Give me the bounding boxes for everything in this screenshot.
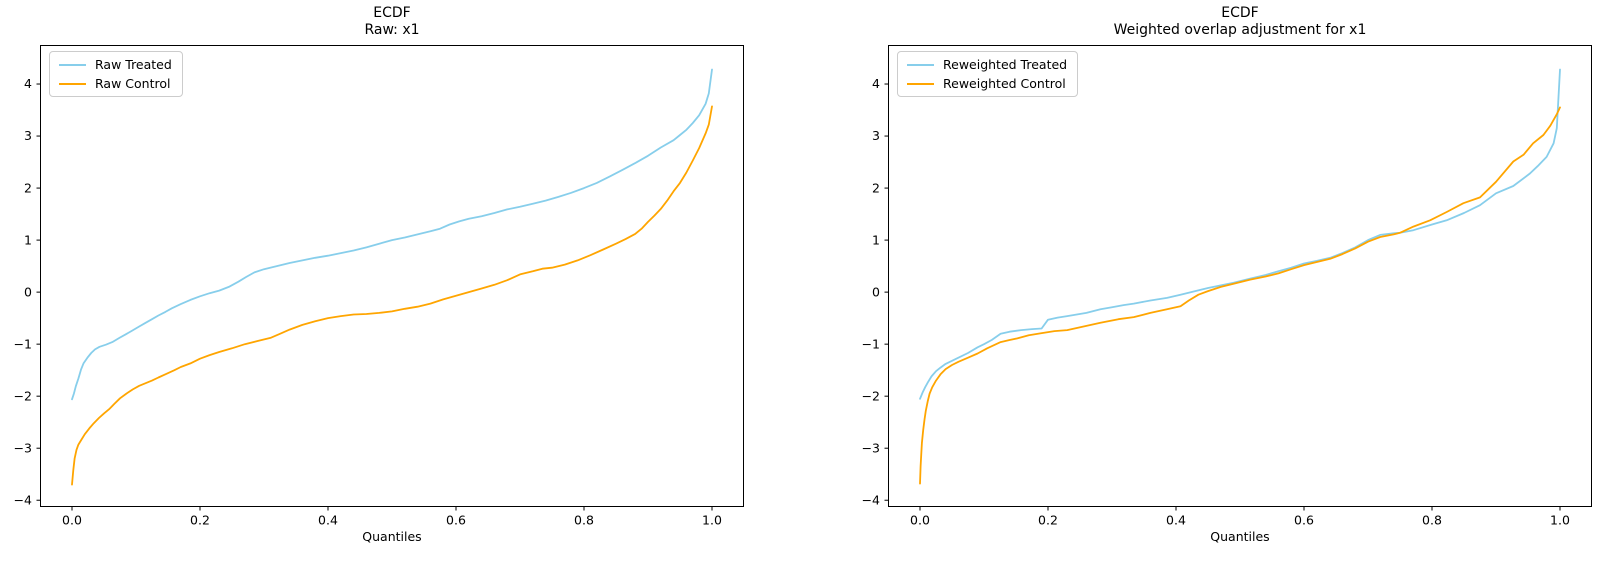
legend-label: Reweighted Treated bbox=[943, 57, 1068, 72]
x-tick-label: 1.0 bbox=[702, 513, 722, 528]
legend: Reweighted Treated Reweighted Control bbox=[897, 51, 1079, 97]
chart-title: ECDF Raw: x1 bbox=[40, 5, 744, 39]
legend-item: Reweighted Control bbox=[907, 77, 1067, 90]
x-tick-label: 0.4 bbox=[1166, 513, 1186, 528]
series-line-raw-treated bbox=[71, 68, 713, 401]
y-tick-label: 0 bbox=[872, 284, 880, 299]
series-line-raw-control bbox=[71, 105, 713, 486]
y-tick-label: 4 bbox=[872, 76, 880, 91]
x-tick-label: 0.6 bbox=[446, 513, 466, 528]
legend-label: Raw Control bbox=[95, 76, 171, 91]
legend-line-swatch bbox=[59, 63, 86, 66]
x-tick-label: 0.2 bbox=[1038, 513, 1058, 528]
x-axis-label: Quantiles bbox=[362, 529, 422, 544]
axes-border bbox=[40, 45, 744, 507]
ecdf-raw-plot-svg: 4 3 2 1 0 −1 −2 −3 −4 0.0 0.2 0.4 0.6 0.8 1.0 bbox=[14, 45, 744, 528]
legend-item: Raw Treated bbox=[59, 58, 172, 71]
legend-line-swatch bbox=[59, 82, 86, 85]
y-tick-label: −3 bbox=[14, 440, 32, 455]
y-tick-label: −4 bbox=[862, 492, 880, 507]
legend-item: Reweighted Treated bbox=[907, 58, 1067, 71]
ecdf-weighted-chart: 4 3 2 1 0 −1 −2 −3 −4 0.0 0.2 0.4 0.6 0.8 1.0 ECDF Wei… bbox=[848, 0, 1600, 563]
x-tick-label: 0.0 bbox=[910, 513, 930, 528]
x-tick-label: 0.2 bbox=[190, 513, 210, 528]
y-tick-label: 0 bbox=[24, 284, 32, 299]
x-axis-label: Quantiles bbox=[1210, 529, 1270, 544]
y-tick-label: −3 bbox=[862, 440, 880, 455]
y-tick-label: 2 bbox=[872, 180, 880, 195]
chart-title: ECDF Weighted overlap adjustment for x1 bbox=[888, 5, 1592, 39]
y-tick-label: −2 bbox=[862, 388, 880, 403]
y-tick-label: 4 bbox=[24, 76, 32, 91]
chart-title-line1: ECDF bbox=[1221, 5, 1259, 21]
x-tick-label: 0.8 bbox=[1422, 513, 1442, 528]
series-line-reweighted-control bbox=[919, 106, 1561, 485]
chart-title-line2: Raw: x1 bbox=[364, 22, 420, 38]
chart-title-line1: ECDF bbox=[373, 5, 411, 21]
x-tick-label: 0.0 bbox=[62, 513, 82, 528]
y-tick-label: 2 bbox=[24, 180, 32, 195]
y-tick-label: −2 bbox=[14, 388, 32, 403]
legend-label: Reweighted Control bbox=[943, 76, 1066, 91]
x-tick-label: 1.0 bbox=[1550, 513, 1570, 528]
legend-label: Raw Treated bbox=[95, 57, 172, 72]
axes-border bbox=[888, 45, 1592, 507]
y-tick-label: −1 bbox=[14, 336, 32, 351]
legend-line-swatch bbox=[907, 82, 934, 85]
y-tick-label: −1 bbox=[862, 336, 880, 351]
legend-line-swatch bbox=[907, 63, 934, 66]
chart-title-line2: Weighted overlap adjustment for x1 bbox=[1113, 22, 1367, 38]
x-tick-label: 0.8 bbox=[574, 513, 594, 528]
y-tick-label: 1 bbox=[24, 232, 32, 247]
x-tick-label: 0.6 bbox=[1294, 513, 1314, 528]
ecdf-raw-chart: 4 3 2 1 0 −1 −2 −3 −4 0.0 0.2 0.4 0.6 0.8 1.0 ECDF Raw… bbox=[0, 0, 752, 563]
ecdf-weighted-plot-svg: 4 3 2 1 0 −1 −2 −3 −4 0.0 0.2 0.4 0.6 0.8 1.0 bbox=[862, 45, 1592, 528]
y-tick-label: 3 bbox=[872, 128, 880, 143]
series-line-reweighted-treated bbox=[919, 68, 1561, 400]
y-tick-label: −4 bbox=[14, 492, 32, 507]
y-tick-label: 3 bbox=[24, 128, 32, 143]
x-tick-label: 0.4 bbox=[318, 513, 338, 528]
legend: Raw Treated Raw Control bbox=[49, 51, 183, 97]
legend-item: Raw Control bbox=[59, 77, 172, 90]
y-tick-label: 1 bbox=[872, 232, 880, 247]
